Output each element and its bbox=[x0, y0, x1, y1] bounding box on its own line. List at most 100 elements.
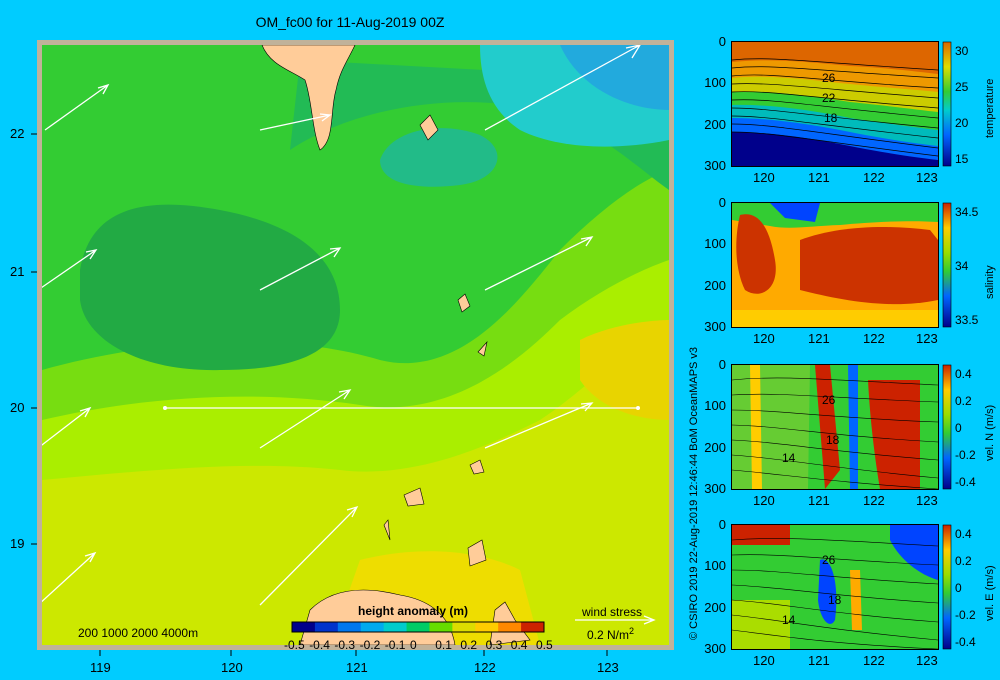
colorbar-title: height anomaly (m) bbox=[358, 604, 469, 618]
wind-stress-legend-arrow bbox=[575, 615, 656, 625]
colorbar-border bbox=[291, 621, 545, 633]
velocity-north-section bbox=[731, 364, 952, 490]
contour-label: 14 bbox=[782, 451, 796, 465]
colorbar-tick: 34 bbox=[955, 259, 969, 273]
longitude-tick: 121 bbox=[808, 331, 830, 346]
depth-legend: 200 1000 2000 4000m bbox=[78, 626, 199, 640]
longitude-tick: 120 bbox=[753, 493, 775, 508]
colorbar-segment bbox=[429, 622, 453, 632]
depth-tick: 0 bbox=[718, 357, 726, 372]
colorbar-tick: -0.2 bbox=[955, 608, 976, 622]
map-x-tick: 123 bbox=[597, 660, 619, 675]
colorbar-segment bbox=[360, 622, 385, 632]
wind-stress-label: wind stress bbox=[582, 605, 643, 619]
longitude-tick: 121 bbox=[808, 493, 830, 508]
colorbar-tick: 0.1 bbox=[435, 638, 452, 652]
longitude-tick: 123 bbox=[916, 170, 938, 185]
depth-tick: 300 bbox=[704, 641, 726, 656]
contour-label: 14 bbox=[782, 613, 796, 627]
colorbar-tick: 0.5 bbox=[536, 638, 553, 652]
depth-tick: 100 bbox=[704, 75, 726, 91]
map-y-tick: 21 bbox=[10, 264, 25, 279]
colorbar-segment bbox=[337, 622, 362, 632]
section-variable-label: vel. N (m/s) bbox=[984, 404, 996, 461]
colorbar-tick: 15 bbox=[955, 152, 969, 166]
wind-stress-unit: 0.2 N/m2 bbox=[587, 626, 635, 642]
map-x-tick: 120 bbox=[221, 660, 243, 675]
depth-tick: 0 bbox=[718, 195, 726, 210]
colorbar-segment bbox=[452, 622, 476, 632]
depth-tick: 200 bbox=[704, 439, 726, 455]
colorbar-tick: -0.2 bbox=[359, 638, 381, 652]
map-y-tick: 19 bbox=[10, 536, 25, 551]
colorbar-tick: -0.3 bbox=[334, 638, 356, 652]
contour-label: 18 bbox=[826, 433, 840, 447]
colorbar-tick: 0.2 bbox=[460, 638, 478, 652]
contour-label: 26 bbox=[822, 553, 836, 567]
height-anomaly-map bbox=[31, 40, 674, 656]
colorbar-tick: 0.2 bbox=[955, 394, 972, 408]
colorbar-tick: 30 bbox=[955, 44, 969, 58]
colorbar-tick: -0.2 bbox=[955, 448, 976, 462]
colorbar-segment bbox=[406, 622, 430, 632]
section-panels bbox=[731, 41, 952, 650]
credit-text: © CSIRO 2019 22-Aug-2019 12:46:44 BoM Oc… bbox=[688, 346, 700, 640]
colorbar-tick: -0.4 bbox=[955, 635, 976, 649]
map-x-tick: 119 bbox=[90, 660, 111, 675]
colorbar-tick: 34.5 bbox=[955, 205, 979, 219]
colorbar-tick: 0 bbox=[955, 581, 962, 595]
contour-label: 18 bbox=[828, 593, 842, 607]
longitude-tick: 123 bbox=[916, 493, 938, 508]
depth-tick: 300 bbox=[704, 481, 726, 496]
velocity-east-section bbox=[731, 524, 952, 650]
longitude-tick: 122 bbox=[863, 170, 885, 185]
salinity-section bbox=[731, 202, 952, 328]
colorbar-tick: 0.2 bbox=[955, 554, 972, 568]
longitude-tick: 120 bbox=[753, 331, 775, 346]
depth-tick: 0 bbox=[718, 517, 726, 532]
map-x-tick: 121 bbox=[346, 660, 368, 675]
colorbar-tick: 33.5 bbox=[955, 313, 979, 327]
longitude-tick: 123 bbox=[916, 653, 938, 668]
map-y-tick: 22 bbox=[10, 126, 25, 141]
colorbar-tick: -0.4 bbox=[309, 638, 330, 652]
section-variable-label: salinity bbox=[984, 265, 996, 299]
colorbar-tick: -0.5 bbox=[284, 638, 305, 652]
chart-title: OM_fc00 for 11-Aug-2019 00Z bbox=[255, 14, 445, 30]
contour-label: 26 bbox=[822, 393, 836, 407]
colorbar-tick: 0 bbox=[955, 421, 962, 435]
wind-stress-vectors bbox=[42, 45, 641, 606]
section-variable-label: vel. E (m/s) bbox=[984, 565, 996, 621]
colorbar-segment bbox=[314, 622, 339, 632]
colorbar-tick: 0.4 bbox=[955, 367, 972, 381]
colorbar-tick: -0.1 bbox=[384, 638, 406, 652]
longitude-tick: 120 bbox=[753, 170, 775, 185]
colorbar-segment bbox=[475, 622, 499, 632]
colorbar-tick: -0.4 bbox=[955, 475, 976, 489]
longitude-tick: 123 bbox=[916, 331, 938, 346]
depth-tick: 100 bbox=[704, 236, 726, 252]
colorbar-segment bbox=[498, 622, 522, 632]
colorbar-tick: 20 bbox=[955, 116, 969, 130]
depth-tick: 0 bbox=[718, 34, 726, 49]
depth-tick: 200 bbox=[704, 599, 726, 615]
longitude-tick: 122 bbox=[863, 493, 885, 508]
colorbar-segment bbox=[292, 622, 316, 632]
map-y-tick: 20 bbox=[10, 400, 25, 415]
longitude-tick: 121 bbox=[808, 653, 830, 668]
depth-tick: 300 bbox=[704, 319, 726, 334]
temperature-section bbox=[731, 41, 952, 167]
colorbar-tick: 0.3 bbox=[485, 638, 503, 652]
contour-label: 18 bbox=[824, 111, 838, 125]
height-anomaly-colorbar bbox=[291, 621, 545, 633]
taiwan-landmass bbox=[261, 45, 356, 151]
longitude-tick: 121 bbox=[808, 170, 830, 185]
longitude-tick: 122 bbox=[863, 331, 885, 346]
longitude-tick: 122 bbox=[863, 653, 885, 668]
colorbar-tick: 0.4 bbox=[510, 638, 528, 652]
contour-label: 26 bbox=[822, 71, 836, 85]
colorbar-segment bbox=[521, 622, 545, 632]
contour-label: 22 bbox=[822, 91, 836, 105]
section-variable-label: temperature bbox=[984, 78, 996, 138]
map-x-tick: 122 bbox=[474, 660, 496, 675]
